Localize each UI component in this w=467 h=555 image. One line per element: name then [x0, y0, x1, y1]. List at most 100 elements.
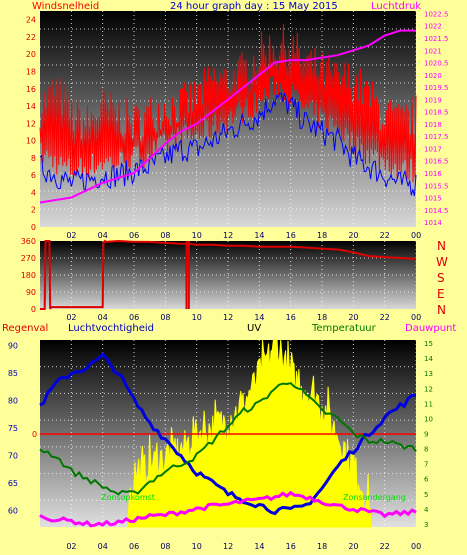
dir-ytick-0: 0 — [31, 305, 36, 314]
compass-labels: N W S E N — [436, 239, 448, 317]
dir-xtick-00: 00 — [411, 313, 421, 322]
temp-ytick-7: 7 — [424, 461, 428, 469]
pressure-ytick-7: 1017.5 — [424, 133, 449, 141]
dir-ytick-360: 360 — [21, 237, 36, 246]
pressure-ytick-14: 1021 — [424, 47, 442, 55]
pressure-ytick-3: 1015.5 — [424, 182, 449, 190]
wind-ytick-12: 12 — [26, 119, 36, 128]
wind-ytick-0: 0 — [31, 223, 36, 232]
temp-ytick-5: 5 — [424, 491, 428, 499]
chart-title: 24 hour graph day : 15 May 2015 — [170, 1, 338, 12]
dir-xtick-20: 20 — [348, 313, 358, 322]
dir-xtick-12: 12 — [223, 313, 233, 322]
pressure-ytick-5: 1016.5 — [424, 158, 449, 166]
pressure-ytick-11: 1019.5 — [424, 84, 449, 92]
wind-series — [39, 24, 417, 204]
humidity-ytick-90: 90 — [8, 342, 18, 351]
pressure-ytick-0: 1014 — [424, 219, 442, 227]
climate-xtick-12: 12 — [223, 542, 233, 551]
humidity-ytick-60: 60 — [8, 507, 18, 516]
direction-grid — [40, 241, 417, 309]
temp-ytick-8: 8 — [424, 446, 428, 454]
sunrise-label: Zonsopkomst — [101, 493, 155, 502]
wind-ytick-14: 14 — [26, 102, 36, 111]
temp-ytick-6: 6 — [424, 476, 429, 484]
humidity-label: Luchtvochtigheid — [68, 323, 154, 334]
wind-ytick-20: 20 — [26, 50, 36, 59]
pressure-ytick-6: 1017 — [424, 145, 442, 153]
wind-ytick-10: 10 — [26, 137, 36, 146]
compass-s: S — [437, 271, 445, 285]
dir-ytick-90: 90 — [26, 288, 36, 297]
dewpoint-label: Dauwpunt — [405, 323, 456, 334]
compass-w: W — [436, 255, 448, 269]
climate-xtick-06: 06 — [129, 542, 139, 551]
wind-xtick-06: 06 — [129, 231, 139, 240]
wind-ytick-16: 16 — [26, 85, 36, 94]
temperature-label: Temperatuur — [311, 323, 377, 334]
dir-xtick-14: 14 — [254, 313, 264, 322]
pressure-line — [39, 29, 416, 204]
temp-ytick-14: 14 — [424, 355, 433, 363]
wind-xtick-18: 18 — [317, 231, 327, 240]
climate-xtick-18: 18 — [317, 542, 327, 551]
wind-ytick-6: 6 — [31, 171, 36, 180]
compass-e: E — [437, 287, 445, 301]
wind-xtick-00: 00 — [411, 231, 421, 240]
wind-speed-label: Windsnelheid — [32, 1, 99, 12]
temp-ytick-4: 4 — [424, 506, 429, 514]
climate-xtick-04: 04 — [98, 542, 108, 551]
wind-direction-line — [40, 239, 417, 310]
pressure-ytick-12: 1020 — [424, 72, 442, 80]
climate-xtick-10: 10 — [192, 542, 202, 551]
humidity-ytick-75: 75 — [8, 424, 18, 433]
rain-zero-tick: 0 — [32, 430, 37, 439]
pressure-ytick-2: 1015 — [424, 195, 442, 203]
wind-xtick-22: 22 — [380, 231, 390, 240]
wind-xtick-04: 04 — [98, 231, 108, 240]
humidity-line — [39, 352, 417, 516]
humidity-ytick-65: 65 — [8, 479, 18, 488]
sunset-label: Zonsondergang — [343, 493, 406, 502]
climate-series — [39, 339, 417, 528]
dewpoint-line — [39, 490, 417, 528]
dir-ytick-180: 180 — [21, 271, 36, 280]
uv-label: UV — [247, 323, 261, 334]
wind-xtick-02: 02 — [66, 231, 76, 240]
wind-xtick-08: 08 — [160, 231, 170, 240]
wind-xtick-16: 16 — [286, 231, 296, 240]
wind-xtick-12: 12 — [223, 231, 233, 240]
dir-xtick-18: 18 — [317, 313, 327, 322]
wind-ytick-18: 18 — [26, 67, 36, 76]
climate-xtick-02: 02 — [66, 542, 76, 551]
temp-ytick-10: 10 — [424, 415, 433, 423]
humidity-ytick-70: 70 — [8, 452, 18, 461]
temp-ytick-12: 12 — [424, 385, 433, 393]
climate-xtick-14: 14 — [254, 542, 264, 551]
climate-xtick-00: 00 — [411, 542, 421, 551]
dir-xtick-02: 02 — [66, 313, 76, 322]
wind-xtick-14: 14 — [254, 231, 264, 240]
dir-xtick-08: 08 — [160, 313, 170, 322]
pressure-ytick-4: 1016 — [424, 170, 442, 178]
temp-ytick-3: 3 — [424, 521, 428, 529]
humidity-ytick-80: 80 — [8, 397, 18, 406]
wind-gust-line — [39, 24, 417, 183]
wind-ytick-4: 4 — [31, 188, 36, 197]
dir-xtick-06: 06 — [129, 313, 139, 322]
dir-xtick-04: 04 — [98, 313, 108, 322]
temp-ytick-15: 15 — [424, 340, 433, 348]
temp-ytick-13: 13 — [424, 370, 433, 378]
pressure-ytick-17: 1022.5 — [424, 10, 449, 18]
climate-xtick-16: 16 — [286, 542, 296, 551]
compass-n-bottom: N — [437, 303, 446, 317]
compass-n-top: N — [437, 239, 446, 253]
rain-label: Regenval — [2, 323, 48, 334]
climate-xtick-08: 08 — [160, 542, 170, 551]
pressure-ytick-15: 1021.5 — [424, 35, 449, 43]
dir-xtick-16: 16 — [286, 313, 296, 322]
dir-ytick-270: 270 — [21, 254, 36, 263]
